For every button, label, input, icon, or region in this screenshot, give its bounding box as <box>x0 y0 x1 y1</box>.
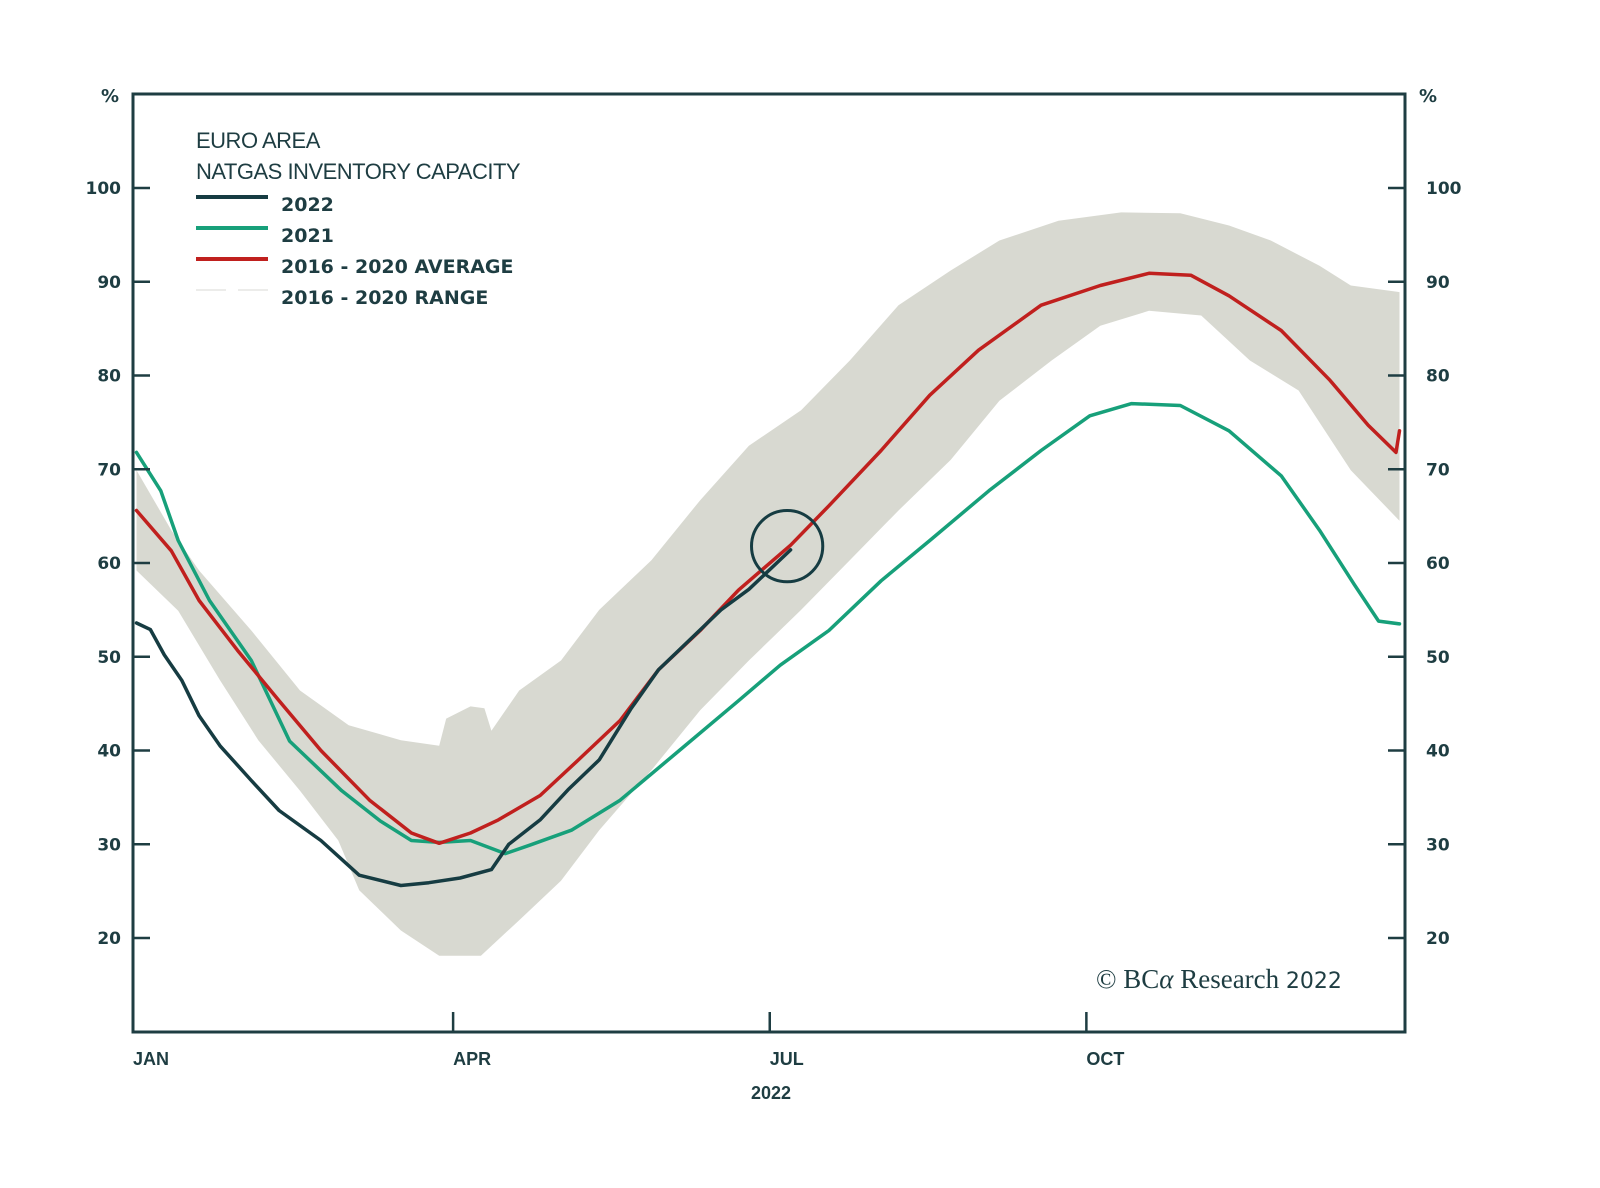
y-tick-label-left-50: 50 <box>97 648 121 668</box>
copyright-research: Research <box>1173 964 1285 994</box>
y-tick-label-right-80: 80 <box>1426 367 1450 387</box>
x-tick-label-jan: JAN <box>133 1049 169 1069</box>
legend-label-1: 2021 <box>281 225 334 247</box>
highlight-circle <box>750 509 825 584</box>
y-tick-label-left-70: 70 <box>97 460 121 480</box>
y-tick-label-right-50: 50 <box>1426 648 1450 668</box>
y-tick-label-left-40: 40 <box>97 742 121 762</box>
y-axis-ticks: 20 20 30 30 40 40 50 50 60 60 70 70 80 80 90 90 100 100 <box>86 179 1462 949</box>
y-tick-label-left-20: 20 <box>97 929 121 949</box>
series-lines-layer <box>134 271 1402 888</box>
legend-label-2: 2016 - 2020 AVERAGE <box>281 256 514 278</box>
x-tick-label-oct: OCT <box>1086 1049 1124 1069</box>
copyright-watermark: © BCα Research 2022 <box>1096 964 1342 994</box>
y-axis-unit-left: % <box>101 86 119 107</box>
x-tick-label-jul: JUL <box>770 1049 804 1069</box>
series-line-2022 <box>134 548 793 888</box>
y-tick-label-right-60: 60 <box>1426 554 1450 574</box>
y-tick-label-right-100: 100 <box>1426 179 1462 199</box>
legend: EURO AREA NATGAS INVENTORY CAPACITY 2022… <box>196 128 521 309</box>
y-tick-label-left-30: 30 <box>97 835 121 855</box>
y-tick-label-left-90: 90 <box>97 273 121 293</box>
y-tick-label-left-80: 80 <box>97 367 121 387</box>
x-axis-label: 2022 <box>751 1083 791 1103</box>
legend-subtitle: NATGAS INVENTORY CAPACITY <box>196 159 521 184</box>
y-tick-label-right-30: 30 <box>1426 835 1450 855</box>
y-tick-label-right-70: 70 <box>1426 460 1450 480</box>
copyright-alpha: α <box>1159 964 1174 994</box>
copyright-brand: © BC <box>1096 964 1159 994</box>
y-tick-label-right-40: 40 <box>1426 742 1450 762</box>
range-band-area <box>136 212 1400 956</box>
annotation-layer <box>750 509 825 584</box>
legend-title: EURO AREA <box>196 128 321 153</box>
y-tick-label-right-20: 20 <box>1426 929 1450 949</box>
legend-label-3: 2016 - 2020 RANGE <box>281 287 488 309</box>
range-band-layer <box>136 212 1400 956</box>
series-line-2021 <box>134 401 1402 856</box>
legend-label-0: 2022 <box>281 194 334 216</box>
x-tick-label-apr: APR <box>453 1049 491 1069</box>
y-tick-label-left-60: 60 <box>97 554 121 574</box>
y-tick-label-right-90: 90 <box>1426 273 1450 293</box>
y-axis-unit-right: % <box>1419 86 1437 107</box>
y-tick-label-left-100: 100 <box>86 179 122 199</box>
x-axis-ticks: JAN APR JUL OCT <box>133 1012 1124 1069</box>
copyright-year: 2022 <box>1286 969 1342 994</box>
